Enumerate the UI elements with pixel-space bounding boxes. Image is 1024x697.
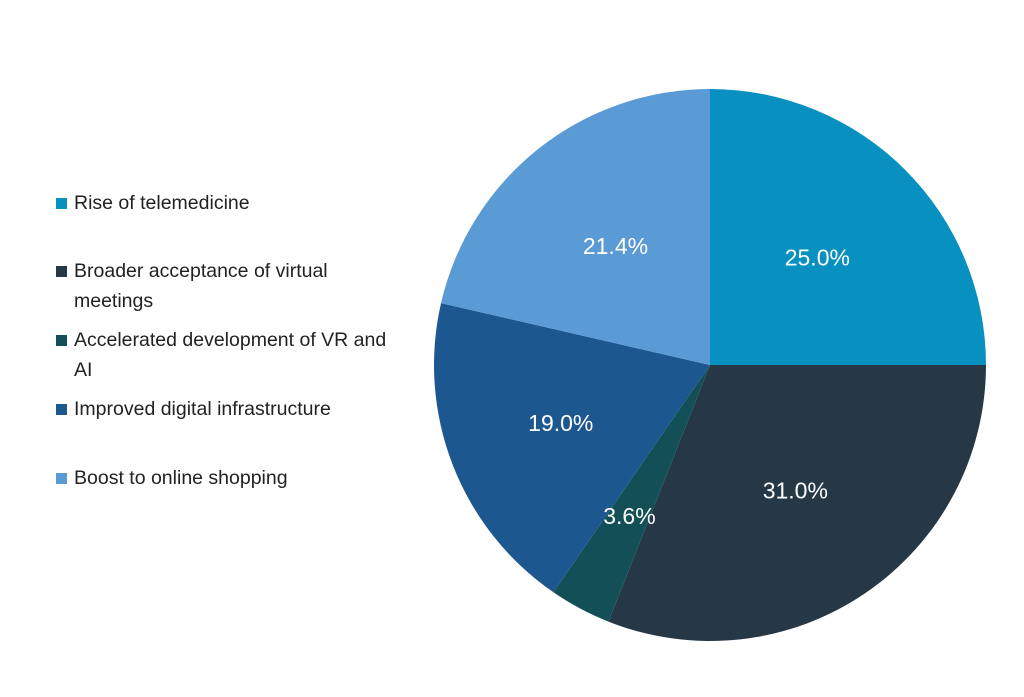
legend-swatch [56,404,67,415]
legend-item-improved-digital-infrastructure: Improved digital infrastructure [56,398,396,424]
legend-label: Rise of telemedicine [74,192,250,214]
legend-item-boost-to-online-shopping: Boost to online shopping [56,467,396,493]
slice-percent-label: 19.0% [528,410,593,436]
pie-slice-boost-to-online-shopping [441,89,710,365]
legend-item-rise-of-telemedicine: Rise of telemedicine [56,192,396,218]
legend-swatch [56,335,67,346]
legend-swatch [56,266,67,277]
pie-slice-improved-digital-infrastructure [434,303,710,593]
legend-label: Boost to online shopping [74,467,288,489]
slice-percent-label: 3.6% [603,503,655,529]
legend-label: Broader acceptance of virtual meetings [74,260,328,312]
legend-item-accelerated-development-of-vr-and-ai: Accelerated development of VR and AI [56,329,396,385]
pie-slice-broader-acceptance-of-virtual-meetings [608,365,986,641]
slice-percent-label: 31.0% [763,478,828,504]
legend-item-broader-acceptance-of-virtual-meetings: Broader acceptance of virtual meetings [56,260,396,316]
slice-percent-label: 25.0% [785,245,850,271]
pie-slice-rise-of-telemedicine [710,89,986,365]
slice-percent-label: 21.4% [583,233,648,259]
legend-swatch [56,473,67,484]
legend-swatch [56,198,67,209]
legend-label: Improved digital infrastructure [74,398,331,420]
legend-label: Accelerated development of VR and AI [74,329,387,381]
pie-slice-accelerated-development-of-vr-and-ai [553,365,710,622]
